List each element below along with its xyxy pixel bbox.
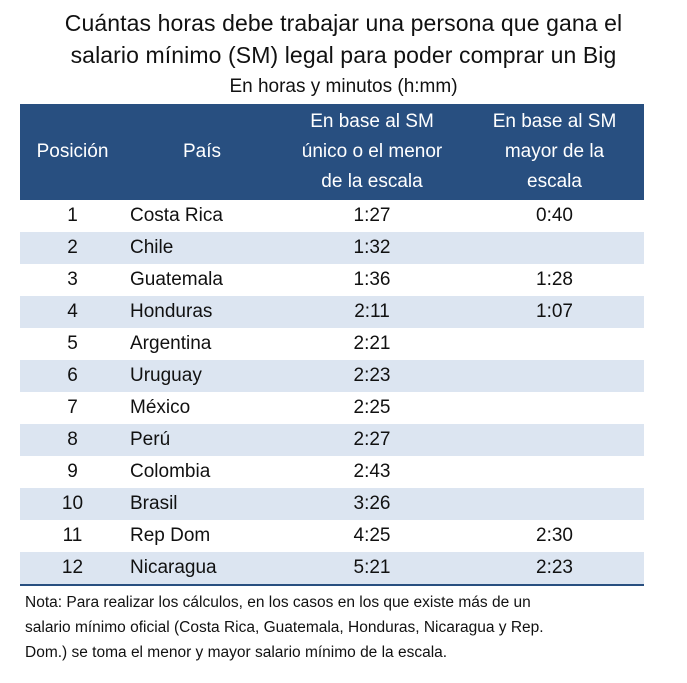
cell-sm-mayor [465, 392, 644, 424]
cell-pais: México [130, 397, 191, 418]
cell-sm-mayor: 1:28 [536, 269, 573, 290]
cell-sm-mayor: 0:40 [536, 205, 573, 226]
header-sm-menor-line-1: En base al SM [310, 111, 434, 132]
cell-pais: Perú [130, 429, 171, 450]
cell-posicion: 1 [67, 205, 78, 226]
footnote: Nota: Para realizar los cálculos, en los… [25, 590, 665, 665]
footnote-line-3: Dom.) se toma el menor y mayor salario m… [25, 644, 448, 661]
header-pais: País [125, 104, 279, 200]
cell-posicion: 11 [62, 525, 83, 546]
cell-pais: Guatemala [130, 269, 223, 290]
cell-pais: Argentina [130, 333, 212, 354]
cell-sm-mayor: 1:07 [536, 301, 573, 322]
cell-sm-menor: 1:36 [353, 269, 391, 290]
cell-pais: Costa Rica [130, 205, 223, 226]
table-header: Posición País En base al SM único o el m… [20, 104, 644, 200]
table-row: 11 Rep Dom 4:25 2:30 [20, 520, 644, 552]
cell-sm-menor: 5:21 [353, 557, 391, 578]
cell-sm-mayor: 2:23 [536, 557, 573, 578]
table-row: 6 Uruguay 2:23 [20, 360, 644, 392]
data-table: Posición País En base al SM único o el m… [20, 104, 644, 586]
cell-posicion: 3 [67, 269, 78, 290]
cell-sm-menor: 2:23 [353, 365, 391, 386]
table-row: 4 Honduras 2:11 1:07 [20, 296, 644, 328]
cell-posicion: 5 [67, 333, 78, 354]
table-row: 12 Nicaragua 5:21 2:23 [20, 552, 644, 584]
table-row: 2 Chile 1:32 [20, 232, 644, 264]
cell-pais: Chile [130, 237, 174, 258]
table-row: 1 Costa Rica 1:27 0:40 [20, 200, 644, 232]
cell-pais: Nicaragua [130, 557, 217, 578]
cell-posicion: 9 [67, 461, 78, 482]
header-posicion-label: Posición [36, 141, 109, 162]
cell-sm-menor: 3:26 [353, 493, 391, 514]
cell-posicion: 2 [67, 237, 78, 258]
table-row: 10 Brasil 3:26 [20, 488, 644, 520]
table-row: 7 México 2:25 [20, 392, 644, 424]
cell-sm-mayor [465, 424, 644, 456]
table-bottom-rule [20, 584, 644, 586]
chart-title-line-1: Cuántas horas debe trabajar una persona … [64, 10, 623, 36]
cell-sm-mayor [465, 328, 644, 360]
cell-posicion: 10 [61, 493, 84, 514]
cell-sm-menor: 1:32 [353, 237, 391, 258]
cell-posicion: 12 [61, 557, 84, 578]
header-sm-menor-line-2: único o el menor [301, 141, 443, 162]
cell-pais: Uruguay [130, 365, 202, 386]
table-row: 3 Guatemala 1:36 1:28 [20, 264, 644, 296]
footnote-line-1: Nota: Para realizar los cálculos, en los… [25, 594, 531, 611]
cell-pais: Rep Dom [130, 525, 211, 546]
header-sm-mayor-line-2: mayor de la [504, 141, 605, 162]
header-pais-label: País [182, 141, 222, 162]
cell-sm-menor: 2:27 [353, 429, 391, 450]
cell-posicion: 7 [67, 397, 78, 418]
header-sm-mayor-line-3: escala [527, 171, 582, 192]
cell-pais: Honduras [130, 301, 213, 322]
cell-sm-menor: 2:21 [353, 333, 391, 354]
header-sm-mayor: En base al SM mayor de la escala [465, 104, 644, 200]
cell-sm-mayor [465, 456, 644, 488]
cell-pais: Colombia [130, 461, 211, 482]
header-sm-menor-line-3: de la escala [321, 171, 423, 192]
footnote-line-2: salario mínimo oficial (Costa Rica, Guat… [25, 619, 544, 636]
cell-posicion: 8 [67, 429, 78, 450]
table-row: 9 Colombia 2:43 [20, 456, 644, 488]
header-posicion: Posición [20, 104, 125, 200]
cell-sm-menor: 1:27 [353, 205, 391, 226]
header-sm-mayor-line-1: En base al SM [492, 111, 617, 132]
cell-sm-menor: 2:25 [353, 397, 391, 418]
cell-sm-mayor [465, 360, 644, 392]
cell-sm-mayor: 2:30 [536, 525, 573, 546]
cell-pais: Brasil [130, 493, 178, 514]
table-row: 5 Argentina 2:21 [20, 328, 644, 360]
chart-title-line-2: salario mínimo (SM) legal para poder com… [70, 42, 617, 68]
cell-sm-mayor [465, 488, 644, 520]
cell-sm-menor: 4:25 [353, 525, 391, 546]
table-row: 8 Perú 2:27 [20, 424, 644, 456]
header-sm-menor: En base al SM único o el menor de la esc… [279, 104, 465, 200]
cell-sm-menor: 2:11 [354, 301, 390, 322]
table-body: 1 Costa Rica 1:27 0:40 2 Chile 1:32 3 Guatemala 1… [20, 200, 644, 584]
cell-posicion: 4 [67, 301, 78, 322]
cell-sm-menor: 2:43 [353, 461, 391, 482]
chart-subtitle: En horas y minutos (h:mm) [229, 76, 458, 97]
cell-posicion: 6 [67, 365, 78, 386]
cell-sm-mayor [465, 232, 644, 264]
